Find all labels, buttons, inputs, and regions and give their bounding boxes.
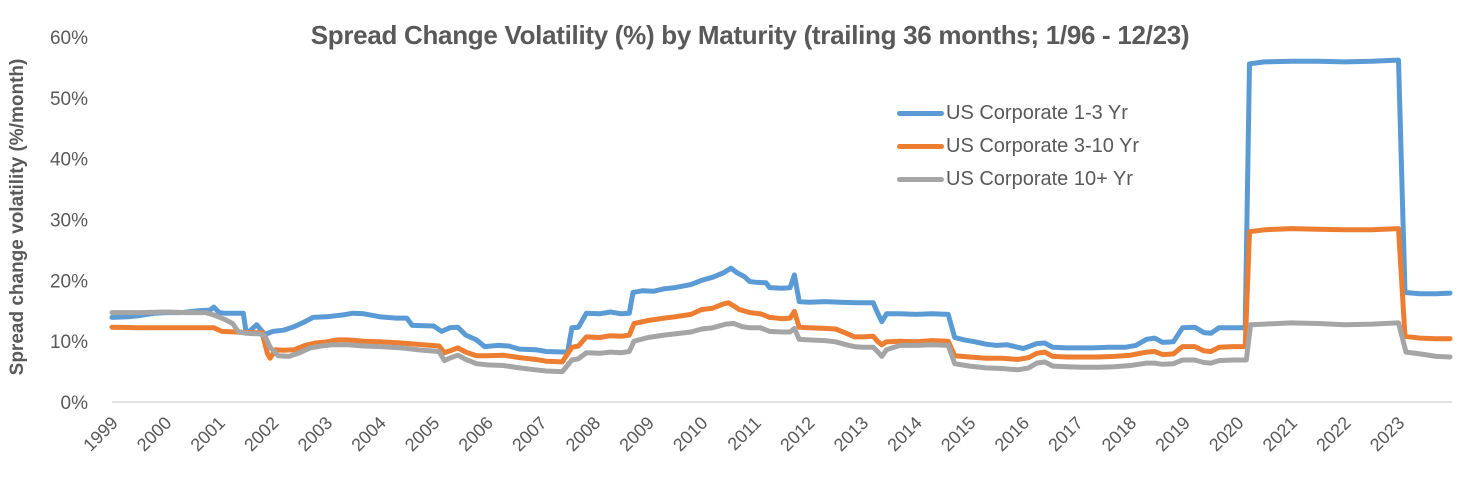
x-tick-label: 2018 xyxy=(1098,413,1140,455)
x-tick-label: 2009 xyxy=(615,413,657,455)
legend-item-us-corporate-10-yr: US Corporate 10+ Yr xyxy=(897,163,1139,196)
legend-item-us-corporate-1-3-yr: US Corporate 1-3 Yr xyxy=(897,97,1139,130)
x-tick-label: 2001 xyxy=(187,413,229,455)
x-tick-label: 2021 xyxy=(1259,413,1301,455)
legend-line-swatch xyxy=(897,177,944,182)
x-tick-label: 2015 xyxy=(937,413,979,455)
series-line-us-corporate-10-yr xyxy=(109,309,1453,375)
x-tick-label: 2005 xyxy=(401,413,443,455)
legend-label: US Corporate 10+ Yr xyxy=(946,168,1133,190)
x-tick-label: 2002 xyxy=(240,413,282,455)
legend-item-us-corporate-3-10-yr: US Corporate 3-10 Yr xyxy=(897,130,1139,163)
x-tick-label: 2012 xyxy=(776,413,818,455)
y-tick-label: 40% xyxy=(50,150,88,171)
legend: US Corporate 1-3 Yr US Corporate 3-10 Yr U… xyxy=(897,97,1139,196)
y-tick-label: 50% xyxy=(50,89,88,110)
legend-line-swatch xyxy=(897,111,944,116)
x-tick-label: 2013 xyxy=(830,413,872,455)
y-tick-label: 0% xyxy=(61,393,89,414)
x-tick-label: 2014 xyxy=(883,413,925,455)
x-tick-label: 2016 xyxy=(991,413,1033,455)
series-line-us-corporate-3-10-yr xyxy=(109,226,1453,365)
x-tick-label: 2023 xyxy=(1366,413,1408,455)
x-tick-label: 2020 xyxy=(1205,413,1247,455)
x-tick-label: 2003 xyxy=(294,413,336,455)
legend-label: US Corporate 1-3 Yr xyxy=(946,102,1128,124)
y-tick-label: 20% xyxy=(50,271,88,292)
x-tick-label: 2008 xyxy=(562,413,604,455)
x-tick-label: 2022 xyxy=(1312,413,1354,455)
x-tick-label: 2004 xyxy=(347,413,389,455)
x-tick-label: 2000 xyxy=(133,413,175,455)
y-tick-label: 10% xyxy=(50,332,88,353)
x-tick-label: 2010 xyxy=(669,413,711,455)
x-tick-label: 2007 xyxy=(508,413,550,455)
x-tick-label: 2017 xyxy=(1044,413,1086,455)
x-tick-label: 2019 xyxy=(1151,413,1193,455)
x-tick-label: 1999 xyxy=(79,413,121,455)
chart-title: Spread Change Volatility (%) by Maturity… xyxy=(310,20,1190,50)
x-tick-label: 2011 xyxy=(724,413,766,455)
x-tick-label: 2006 xyxy=(455,413,497,455)
legend-line-swatch xyxy=(897,144,944,149)
series-line-us-corporate-1-3-yr xyxy=(109,57,1453,355)
y-tick-label: 30% xyxy=(50,211,88,232)
legend-label: US Corporate 3-10 Yr xyxy=(946,135,1140,157)
y-tick-label: 60% xyxy=(50,28,88,49)
